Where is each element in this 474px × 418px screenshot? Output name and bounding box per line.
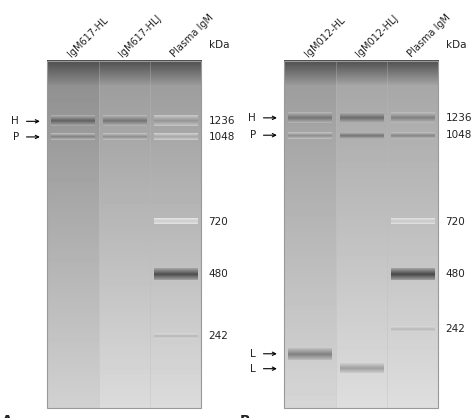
Text: 720: 720 <box>446 217 465 227</box>
Text: IgM617-HLJ: IgM617-HLJ <box>118 13 164 59</box>
Text: L: L <box>250 364 256 374</box>
Text: kDa: kDa <box>209 40 229 50</box>
Text: IgM012-HL: IgM012-HL <box>303 14 347 59</box>
Text: 480: 480 <box>209 269 228 279</box>
Text: kDa: kDa <box>446 40 466 50</box>
Text: 480: 480 <box>446 269 465 279</box>
Bar <box>47 61 201 408</box>
Text: IgM617-HL: IgM617-HL <box>66 14 110 59</box>
Text: H: H <box>248 113 256 123</box>
Text: 242: 242 <box>209 331 228 342</box>
Text: 720: 720 <box>209 217 228 227</box>
Text: 242: 242 <box>446 324 465 334</box>
Text: 1236: 1236 <box>446 113 472 123</box>
Text: Plasma IgM: Plasma IgM <box>169 12 215 59</box>
Text: IgM012-HLJ: IgM012-HLJ <box>355 13 401 59</box>
Text: 1048: 1048 <box>209 132 235 142</box>
Text: 1236: 1236 <box>209 116 235 126</box>
Text: P: P <box>13 132 19 142</box>
Text: Plasma IgM: Plasma IgM <box>406 12 452 59</box>
Bar <box>284 61 438 408</box>
Text: P: P <box>250 130 256 140</box>
Text: A: A <box>2 414 13 418</box>
Text: 1048: 1048 <box>446 130 472 140</box>
Text: H: H <box>11 116 19 126</box>
Text: B: B <box>239 414 250 418</box>
Text: L: L <box>250 349 256 359</box>
